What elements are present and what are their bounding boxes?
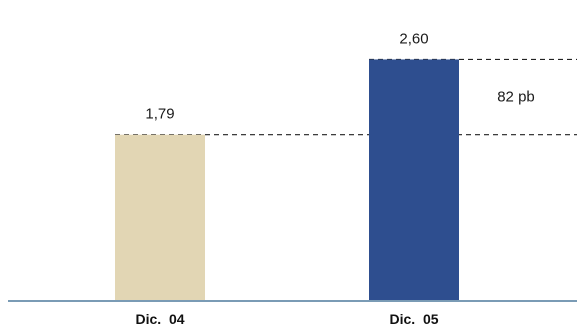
category-labels-group: Dic. 04 Dic. 05 — [135, 311, 438, 327]
bar-1 — [115, 134, 205, 301]
bar-2 — [369, 59, 459, 301]
difference-annotation: 82 pb — [497, 88, 535, 105]
value-labels-group: 1,79 2,60 — [145, 30, 428, 122]
bars-group — [115, 59, 459, 301]
category-label-2: Dic. 05 — [389, 311, 438, 327]
value-label-1: 1,79 — [145, 106, 174, 123]
value-label-2: 2,60 — [399, 30, 428, 47]
category-label-1: Dic. 04 — [135, 311, 184, 327]
